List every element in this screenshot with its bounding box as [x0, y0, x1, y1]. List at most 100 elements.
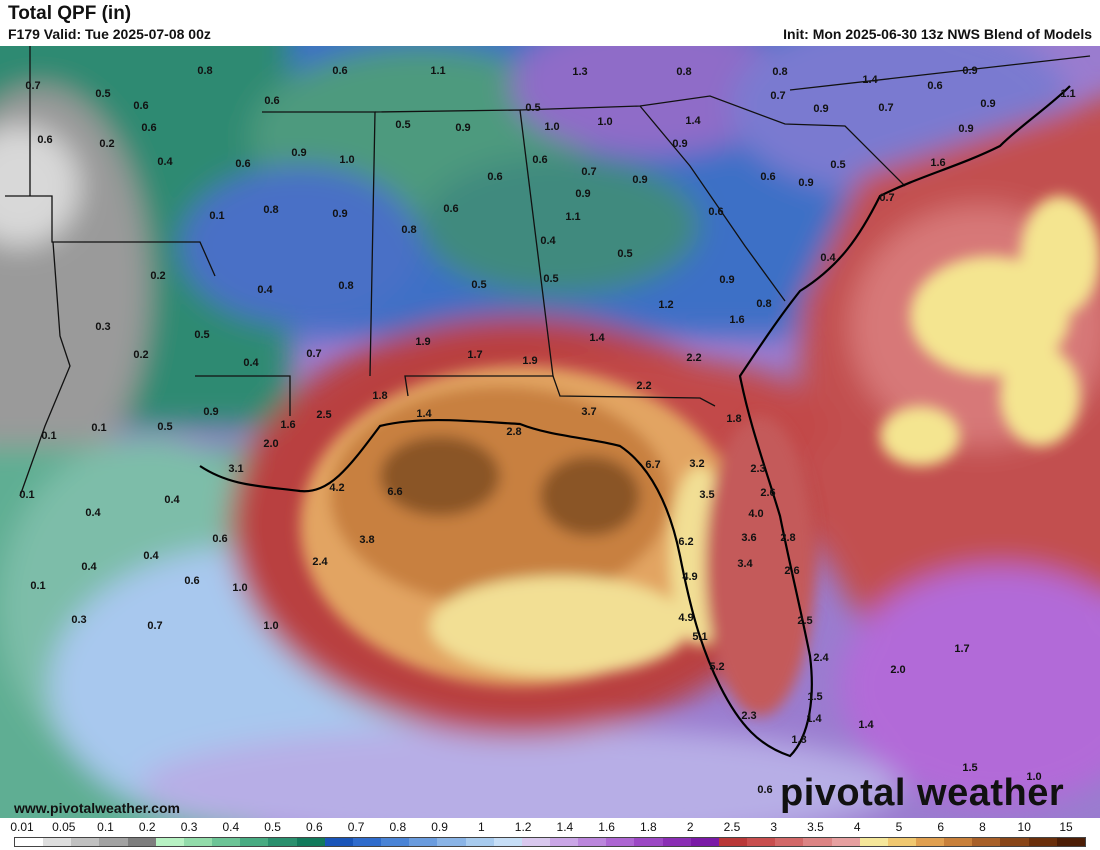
legend-label: 0.2: [138, 820, 156, 834]
qpf-value: 1.4: [806, 713, 822, 725]
qpf-value: 0.6: [532, 154, 548, 166]
legend-swatch: [578, 838, 607, 846]
qpf-value: 0.9: [672, 138, 688, 150]
legend-label: 0.7: [347, 820, 365, 834]
brand-logo: pivotal weather: [780, 772, 1065, 814]
legend-label: 2.5: [723, 820, 741, 834]
legend-swatch: [859, 838, 888, 846]
qpf-value: 1.9: [522, 355, 538, 367]
legend-swatch: [296, 838, 325, 846]
legend-swatch: [690, 838, 719, 846]
legend-swatch: [409, 838, 438, 846]
legend-label: 1: [478, 820, 485, 834]
qpf-value: 1.7: [954, 643, 970, 655]
qpf-value: 1.4: [416, 408, 432, 420]
qpf-value: 0.4: [540, 235, 556, 247]
qpf-value: 0.5: [525, 102, 541, 114]
qpf-value: 1.4: [685, 115, 701, 127]
legend-swatch: [747, 838, 776, 846]
qpf-value: 1.3: [572, 66, 588, 78]
legend-label: 0.8: [389, 820, 407, 834]
qpf-value: 2.5: [316, 409, 332, 421]
qpf-value: 1.1: [430, 65, 446, 77]
legend-swatch: [634, 838, 663, 846]
qpf-value: 0.9: [203, 406, 219, 418]
qpf-value: 0.5: [395, 119, 411, 131]
legend-swatch: [381, 838, 410, 846]
qpf-value: 1.8: [372, 390, 388, 402]
legend-swatch: [521, 838, 550, 846]
qpf-value: 1.2: [658, 299, 674, 311]
qpf-value: 0.7: [306, 348, 322, 360]
legend-swatch: [43, 838, 72, 846]
legend-swatch: [240, 838, 269, 846]
legend-swatch: [662, 838, 691, 846]
qpf-value: 0.9: [798, 177, 814, 189]
qpf-value: 0.1: [91, 422, 107, 434]
qpf-value: 2.2: [686, 352, 702, 364]
qpf-value: 1.5: [962, 762, 978, 774]
qpf-value: 3.8: [359, 534, 375, 546]
qpf-value: 6.2: [678, 536, 694, 548]
legend-label: 4: [853, 820, 861, 834]
qpf-value: 1.1: [1060, 88, 1076, 100]
legend-label: 8: [979, 820, 986, 834]
website-label[interactable]: www.pivotalweather.com: [14, 800, 180, 816]
qpf-value: 0.3: [95, 321, 111, 333]
legend-swatch: [887, 838, 916, 846]
qpf-value: 0.2: [133, 349, 149, 361]
qpf-value: 0.9: [958, 123, 974, 135]
qpf-value: 0.6: [264, 95, 280, 107]
qpf-value: 0.6: [760, 171, 776, 183]
qpf-value: 1.1: [565, 211, 581, 223]
qpf-value: 5.1: [692, 631, 708, 643]
qpf-value: 3.1: [228, 463, 244, 475]
legend-label: 10: [1017, 820, 1031, 834]
legend-swatch: [324, 838, 353, 846]
legend-label: 0.9: [431, 820, 448, 834]
qpf-field: [0, 46, 1100, 818]
qpf-value: 0.9: [455, 122, 471, 134]
qpf-value: 0.8: [772, 66, 788, 78]
legend-label: 3: [770, 820, 778, 834]
legend-swatch: [1028, 838, 1057, 846]
qpf-value: 3.4: [737, 558, 753, 570]
qpf-value: 1.0: [1026, 771, 1042, 783]
color-legend: 0.01 0.05 0.1 0.2 0.3 0.4 0.5 0.6 0.7 0.8 0.9 1 1.2 1…: [0, 818, 1100, 850]
legend-label: 1.2: [514, 820, 532, 834]
qpf-value: 2.5: [797, 615, 813, 627]
legend-swatch: [972, 838, 1001, 846]
qpf-value: 0.4: [820, 252, 836, 264]
qpf-value: 0.4: [81, 561, 97, 573]
qpf-value: 2.8: [780, 532, 796, 544]
legend-swatches: [14, 837, 1086, 847]
map-title: Total QPF (in): [8, 3, 132, 24]
legend-label: 15: [1059, 820, 1073, 834]
qpf-value: 1.8: [726, 413, 742, 425]
qpf-value: 0.4: [85, 507, 101, 519]
qpf-value: 1.6: [280, 419, 296, 431]
qpf-value: 0.1: [41, 430, 57, 442]
qpf-value: 1.0: [232, 582, 248, 594]
legend-swatch: [493, 838, 522, 846]
legend-swatch: [718, 838, 748, 846]
legend-swatch: [775, 838, 804, 846]
legend-swatch: [155, 838, 184, 846]
qpf-value: 0.6: [212, 533, 228, 545]
qpf-value: 0.2: [150, 270, 166, 282]
qpf-value: 0.5: [471, 279, 487, 291]
legend-label: 0.1: [97, 820, 114, 834]
qpf-value: 0.9: [632, 174, 648, 186]
qpf-value: 0.4: [164, 494, 180, 506]
legend-label: 0.01: [10, 820, 34, 834]
qpf-value: 0.5: [194, 329, 210, 341]
legend-label: 0.4: [222, 820, 240, 834]
qpf-value: 0.8: [263, 204, 279, 216]
qpf-value: 1.4: [862, 74, 878, 86]
qpf-value: 0.7: [581, 166, 597, 178]
qpf-value: 1.6: [930, 157, 946, 169]
precipitation-map[interactable]: 0.8 0.6 1.1 1.3 0.8 0.8 1.4 0.9 0.7 0.5 0.6 1.1 0.6 0…: [0, 46, 1100, 818]
qpf-value: 0.9: [332, 208, 348, 220]
legend-swatch: [803, 838, 832, 846]
legend-swatch: [15, 838, 44, 846]
